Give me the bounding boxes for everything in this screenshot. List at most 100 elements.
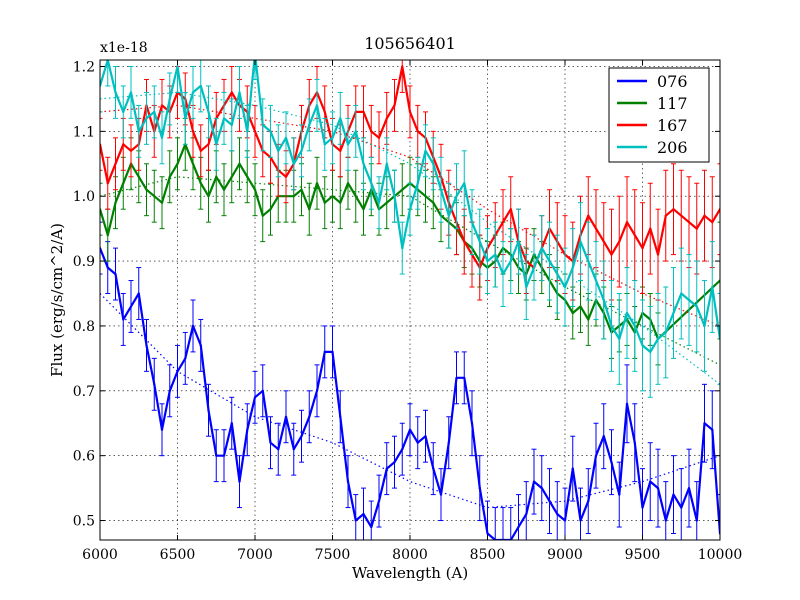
- data-point: [168, 175, 171, 178]
- data-point: [703, 324, 706, 328]
- data-point: [447, 441, 450, 444]
- data-point: [339, 149, 342, 152]
- data-point: [323, 350, 326, 353]
- data-point: [331, 195, 334, 198]
- data-point: [160, 428, 164, 431]
- plot-area: [100, 60, 720, 540]
- data-point: [509, 259, 512, 263]
- data-point: [517, 525, 520, 529]
- data-point: [300, 435, 303, 438]
- legend-label-167: 167: [657, 116, 688, 135]
- data-point: [354, 195, 357, 198]
- data-point: [207, 409, 210, 412]
- data-point: [625, 402, 629, 405]
- data-point: [478, 487, 481, 490]
- series-206: [100, 60, 720, 398]
- data-point: [672, 493, 675, 496]
- data-point: [641, 344, 644, 347]
- data-point: [587, 499, 590, 503]
- legend: 076 117 167 206: [608, 67, 710, 163]
- data-point: [207, 110, 210, 113]
- data-point: [656, 337, 660, 341]
- data-point: [222, 188, 226, 191]
- data-point: [711, 428, 714, 431]
- data-point: [525, 512, 528, 516]
- data-point: [246, 428, 249, 431]
- data-point: [687, 221, 691, 224]
- data-point: [315, 182, 319, 185]
- data-point: [261, 214, 264, 217]
- data-point: [106, 182, 109, 185]
- data-point: [199, 84, 202, 88]
- data-point: [184, 117, 187, 120]
- data-point: [370, 130, 373, 133]
- y-tick-label: 0.9: [73, 254, 95, 270]
- data-point: [184, 357, 187, 360]
- data-point: [168, 97, 171, 101]
- data-point: [137, 175, 140, 178]
- x-tick-label: 6500: [160, 547, 196, 563]
- data-point: [649, 350, 652, 353]
- data-point: [362, 208, 365, 211]
- data-point: [470, 422, 474, 425]
- data-point: [215, 175, 218, 178]
- legend-label-206: 206: [657, 138, 688, 157]
- data-point: [408, 208, 412, 211]
- data-point: [401, 448, 404, 451]
- data-point: [486, 259, 489, 263]
- data-point: [323, 110, 326, 113]
- data-point: [416, 182, 419, 185]
- data-point: [122, 110, 125, 113]
- data-point: [393, 461, 396, 464]
- data-point: [284, 415, 288, 418]
- data-point: [711, 285, 714, 289]
- data-point: [649, 227, 652, 230]
- series-117-line: [100, 143, 720, 340]
- data-point: [199, 344, 202, 347]
- data-point: [432, 162, 435, 165]
- data-point: [346, 480, 350, 483]
- data-point: [253, 396, 257, 399]
- data-point: [401, 65, 404, 68]
- data-point: [137, 130, 140, 133]
- data-point: [587, 259, 590, 263]
- data-point: [680, 214, 683, 217]
- data-point: [587, 214, 590, 217]
- data-point: [339, 415, 342, 418]
- data-point: [509, 208, 512, 211]
- data-point: [292, 162, 295, 165]
- data-point: [308, 415, 311, 418]
- data-point: [532, 266, 536, 269]
- x-tick-label: 7500: [315, 547, 351, 563]
- data-point: [339, 201, 342, 204]
- data-point: [625, 221, 629, 224]
- x-tick-label: 10000: [698, 547, 743, 563]
- data-point: [191, 324, 195, 328]
- data-point: [315, 104, 319, 107]
- data-point: [571, 467, 574, 470]
- y-tick-label: 1.0: [73, 189, 95, 205]
- data-point: [261, 123, 264, 126]
- data-point: [393, 104, 396, 107]
- data-point: [664, 214, 667, 217]
- data-point: [122, 143, 125, 146]
- data-point: [222, 454, 226, 457]
- data-point: [548, 499, 551, 503]
- data-point: [594, 279, 598, 282]
- y-tick-label: 0.8: [73, 319, 95, 335]
- data-point: [455, 376, 458, 379]
- data-point: [703, 422, 706, 425]
- data-point: [238, 480, 241, 483]
- data-point: [455, 195, 458, 198]
- data-point: [346, 182, 350, 185]
- data-point: [284, 175, 288, 178]
- data-point: [408, 428, 412, 431]
- data-point: [176, 65, 179, 68]
- data-point: [540, 247, 543, 250]
- data-point: [106, 266, 109, 269]
- data-point: [579, 240, 582, 243]
- data-point: [687, 487, 691, 490]
- data-point: [393, 195, 396, 198]
- data-point: [362, 162, 365, 165]
- legend-label-117: 117: [657, 94, 688, 113]
